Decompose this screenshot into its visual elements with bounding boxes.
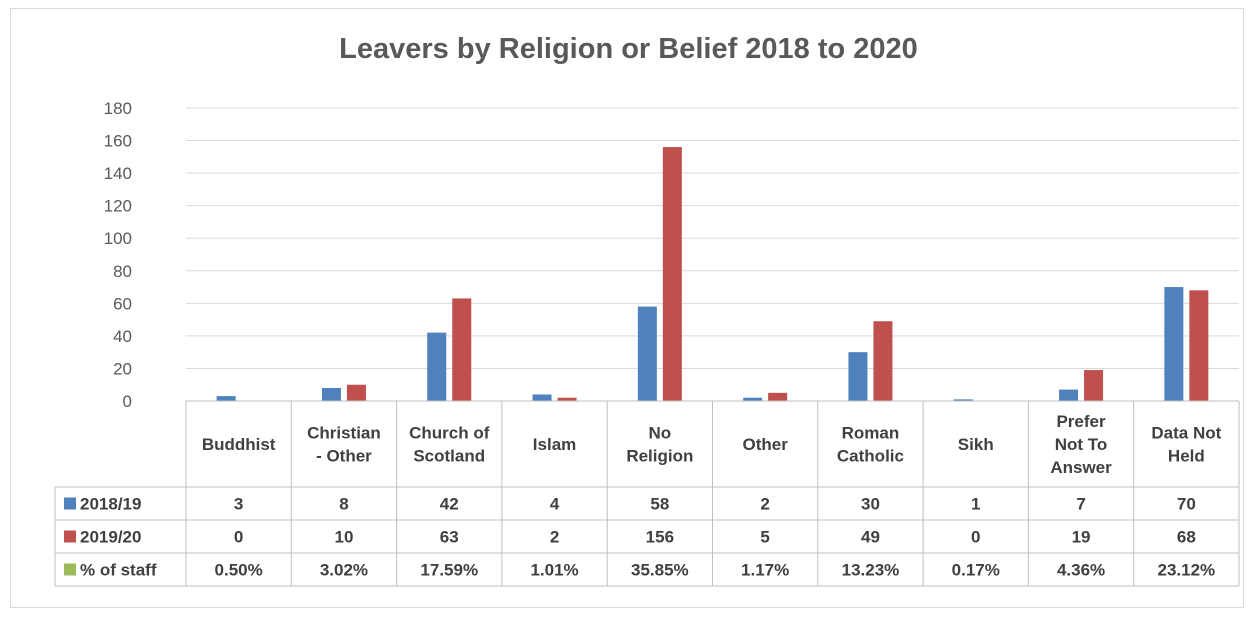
bar-2019/20 bbox=[1084, 370, 1104, 401]
data-label: 3 bbox=[234, 495, 243, 514]
category-label: Church of bbox=[409, 424, 490, 443]
category-label: Held bbox=[1168, 447, 1205, 466]
y-tick-label: 160 bbox=[104, 132, 132, 151]
legend-label: % of staff bbox=[80, 561, 157, 580]
bar-2018/19 bbox=[216, 396, 236, 401]
bar-2019/20 bbox=[1189, 290, 1209, 401]
legend-label: 2018/19 bbox=[80, 495, 141, 514]
data-label: 70 bbox=[1177, 495, 1196, 514]
bar-2018/19 bbox=[848, 352, 868, 401]
bar-2018/19 bbox=[427, 332, 447, 401]
bar-2018/19 bbox=[953, 399, 973, 401]
data-label: 42 bbox=[440, 495, 459, 514]
category-label: Roman bbox=[842, 424, 900, 443]
legend-key-2018/19 bbox=[64, 497, 76, 510]
data-label: 3.02% bbox=[320, 561, 368, 580]
y-tick-label: 60 bbox=[113, 294, 132, 313]
data-label: 1.17% bbox=[741, 561, 789, 580]
legend-key-2019/20 bbox=[64, 530, 76, 543]
bar-2018/19 bbox=[1164, 287, 1184, 401]
data-label: 1.01% bbox=[530, 561, 578, 580]
bar-2018/19 bbox=[532, 394, 552, 401]
bar-2019/20 bbox=[768, 392, 788, 401]
data-label: 0.50% bbox=[215, 561, 263, 580]
data-label: 2 bbox=[760, 495, 769, 514]
data-label: 2 bbox=[550, 528, 559, 547]
y-tick-label: 100 bbox=[104, 229, 132, 248]
y-tick-label: 180 bbox=[104, 99, 132, 118]
y-tick-label: 20 bbox=[113, 359, 132, 378]
chart-area bbox=[10, 8, 1244, 608]
data-label: 0.17% bbox=[952, 561, 1000, 580]
data-label: 5 bbox=[760, 528, 769, 547]
y-tick-label: 140 bbox=[104, 164, 132, 183]
y-tick-label: 80 bbox=[113, 262, 132, 281]
data-label: 49 bbox=[861, 528, 880, 547]
category-label: Answer bbox=[1050, 458, 1112, 477]
category-label: Buddhist bbox=[202, 435, 276, 454]
category-label: Prefer bbox=[1056, 412, 1106, 431]
data-label: 68 bbox=[1177, 528, 1196, 547]
data-label: 8 bbox=[339, 495, 348, 514]
category-label: Scotland bbox=[413, 447, 485, 466]
y-tick-label: 40 bbox=[113, 327, 132, 346]
category-label: Islam bbox=[533, 435, 576, 454]
data-label: 17.59% bbox=[420, 561, 478, 580]
bar-2018/19 bbox=[637, 306, 657, 401]
data-label: 35.85% bbox=[631, 561, 689, 580]
data-label: 23.12% bbox=[1158, 561, 1216, 580]
category-label: Religion bbox=[626, 447, 693, 466]
category-label: Catholic bbox=[837, 447, 904, 466]
data-label: 30 bbox=[861, 495, 880, 514]
bar-2018/19 bbox=[321, 387, 341, 401]
bar-2018/19 bbox=[1059, 389, 1079, 401]
chart-title: Leavers by Religion or Belief 2018 to 20… bbox=[339, 33, 918, 65]
data-label: 4 bbox=[550, 495, 560, 514]
bar-2019/20 bbox=[557, 397, 577, 401]
data-label: 19 bbox=[1072, 528, 1091, 547]
bar-2018/19 bbox=[743, 397, 763, 401]
category-label: No bbox=[649, 424, 672, 443]
category-label: - Other bbox=[316, 447, 372, 466]
data-label: 156 bbox=[646, 528, 674, 547]
data-label: 13.23% bbox=[842, 561, 900, 580]
data-label: 58 bbox=[650, 495, 669, 514]
category-label: Not To bbox=[1055, 435, 1108, 454]
bar-2019/20 bbox=[662, 147, 682, 401]
data-label: 0 bbox=[234, 528, 243, 547]
category-label: Sikh bbox=[958, 435, 994, 454]
data-label: 1 bbox=[971, 495, 980, 514]
data-label: 7 bbox=[1076, 495, 1085, 514]
data-label: 0 bbox=[971, 528, 980, 547]
data-label: 10 bbox=[334, 528, 353, 547]
data-label: 4.36% bbox=[1057, 561, 1105, 580]
y-tick-label: 120 bbox=[104, 197, 132, 216]
category-label: Christian bbox=[307, 424, 381, 443]
category-label: Data Not bbox=[1151, 424, 1221, 443]
bar-2019/20 bbox=[873, 321, 893, 401]
bar-2019/20 bbox=[452, 298, 472, 401]
bar-2019/20 bbox=[346, 384, 366, 401]
data-label: 63 bbox=[440, 528, 459, 547]
legend-key-% of staff bbox=[64, 563, 76, 576]
legend-label: 2019/20 bbox=[80, 528, 141, 547]
category-label: Other bbox=[742, 435, 788, 454]
y-tick-label: 0 bbox=[123, 392, 132, 411]
